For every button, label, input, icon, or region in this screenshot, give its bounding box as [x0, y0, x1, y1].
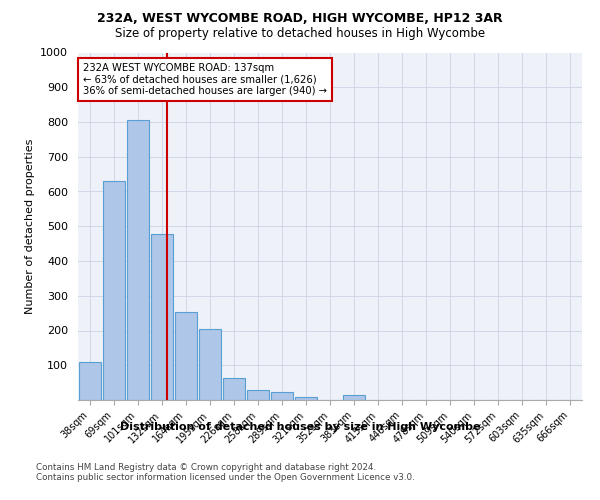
Bar — [199, 329, 221, 400]
Bar — [343, 396, 365, 400]
Bar — [151, 234, 173, 400]
Text: Contains HM Land Registry data © Crown copyright and database right 2024.
Contai: Contains HM Land Registry data © Crown c… — [36, 462, 415, 482]
Bar — [247, 390, 269, 400]
Bar — [295, 396, 317, 400]
Bar — [79, 362, 101, 400]
Y-axis label: Number of detached properties: Number of detached properties — [25, 138, 35, 314]
Text: Distribution of detached houses by size in High Wycombe: Distribution of detached houses by size … — [120, 422, 480, 432]
Bar — [175, 312, 197, 400]
Bar — [271, 392, 293, 400]
Bar — [103, 181, 125, 400]
Text: 232A, WEST WYCOMBE ROAD, HIGH WYCOMBE, HP12 3AR: 232A, WEST WYCOMBE ROAD, HIGH WYCOMBE, H… — [97, 12, 503, 26]
Text: 232A WEST WYCOMBE ROAD: 137sqm
← 63% of detached houses are smaller (1,626)
36% : 232A WEST WYCOMBE ROAD: 137sqm ← 63% of … — [83, 63, 327, 96]
Bar — [127, 120, 149, 400]
Bar — [223, 378, 245, 400]
Text: Size of property relative to detached houses in High Wycombe: Size of property relative to detached ho… — [115, 28, 485, 40]
